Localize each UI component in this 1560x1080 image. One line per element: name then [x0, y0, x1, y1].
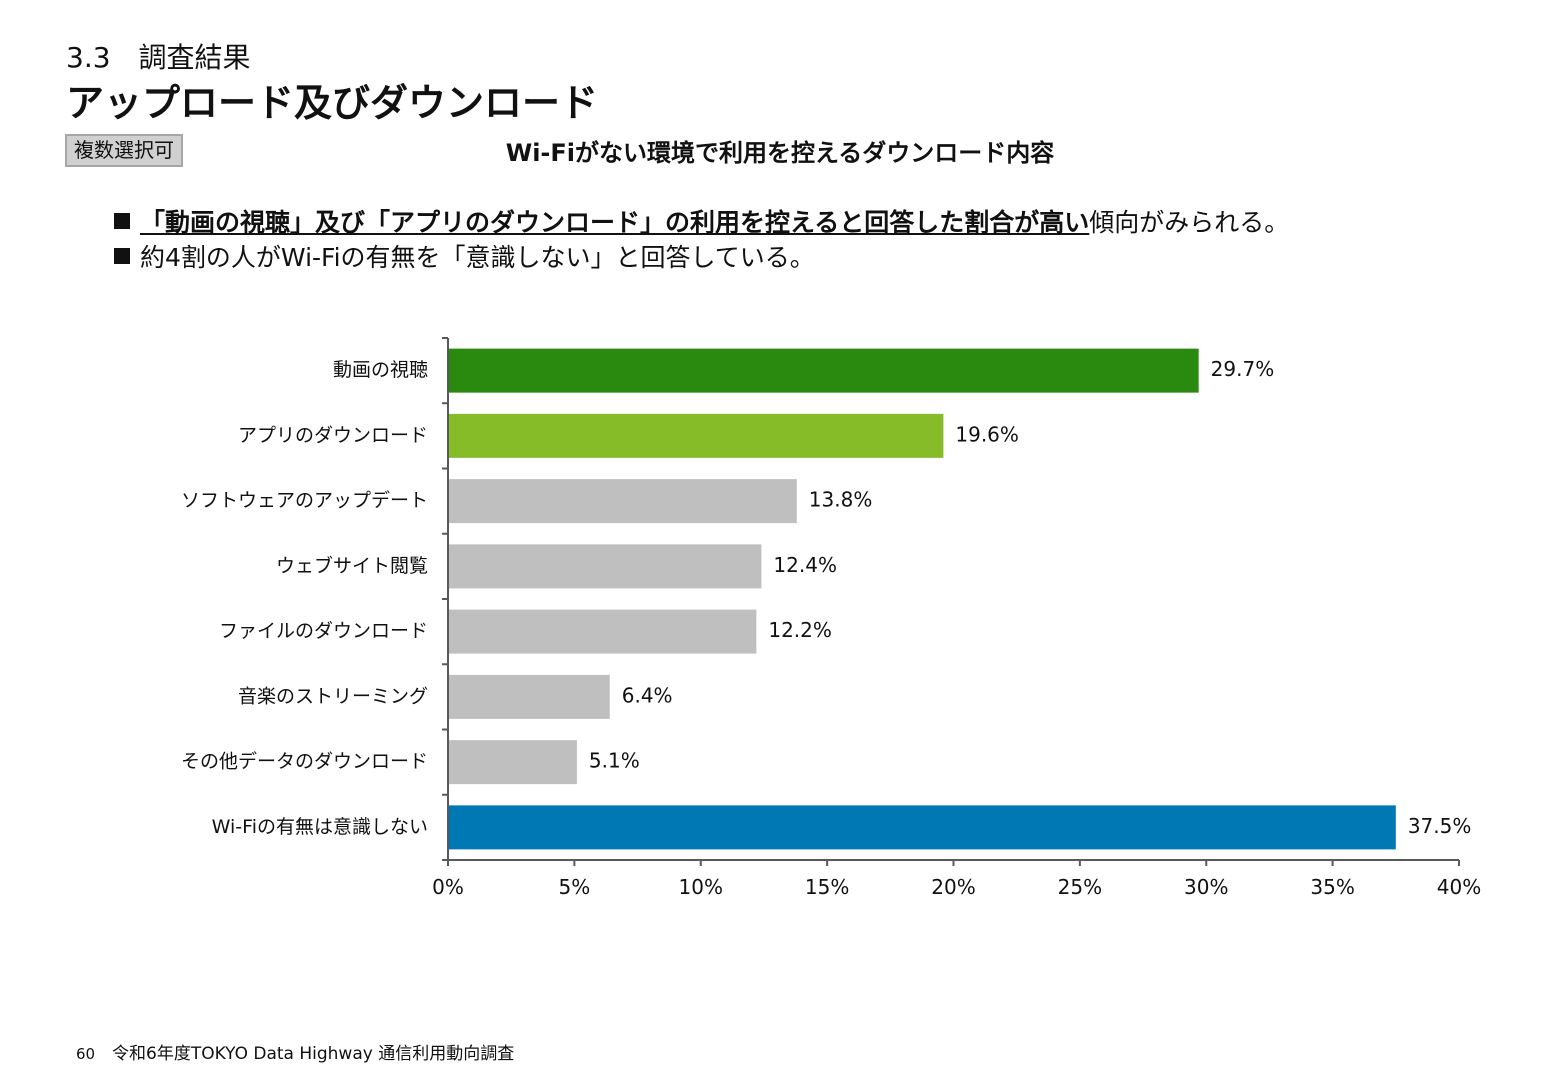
- category-label: 音楽のストリーミング: [238, 685, 428, 707]
- bullet-1-rest: 傾向がみられる。: [1089, 208, 1290, 237]
- multi-select-badge: 複数選択可: [65, 134, 183, 167]
- category-label: ファイルのダウンロード: [219, 620, 428, 642]
- chart-title: Wi-Fiがない環境で利用を控えるダウンロード内容: [505, 139, 1055, 167]
- section-heading: 3.3 調査結果: [66, 41, 251, 74]
- x-tick-label: 15%: [805, 875, 849, 899]
- value-label: 6.4%: [622, 683, 673, 707]
- category-label: Wi-Fiの有無は意識しない: [212, 816, 428, 838]
- value-label: 19.6%: [955, 422, 1019, 446]
- x-tick-label: 5%: [559, 875, 591, 899]
- x-tick-label: 0%: [432, 875, 464, 899]
- square-bullet-icon: [114, 213, 130, 229]
- bar: [448, 805, 1396, 850]
- category-label: その他データのダウンロード: [181, 751, 428, 773]
- bullet-2: 約4割の人がWi-Fiの有無を「意識しない」と回答している。: [114, 242, 815, 274]
- value-label: 29.7%: [1211, 357, 1275, 381]
- page-title: アップロード及びダウンロード: [66, 81, 599, 125]
- x-tick-label: 40%: [1437, 875, 1481, 899]
- category-label: 動画の視聴: [333, 359, 428, 381]
- value-label: 13.8%: [809, 488, 873, 512]
- x-tick-label: 10%: [679, 875, 723, 899]
- value-label: 5.1%: [589, 749, 640, 773]
- bar: [448, 674, 610, 719]
- bullet-1: 「動画の視聴」及び「アプリのダウンロード」の利用を控えると回答した割合が高い傾向…: [114, 207, 1289, 239]
- value-label: 12.2%: [768, 618, 832, 642]
- bullet-1-highlight: 「動画の視聴」及び「アプリのダウンロード」の利用を控えると回答した割合が高い: [140, 208, 1090, 237]
- footer-source: 令和6年度TOKYO Data Highway 通信利用動向調査: [112, 1044, 515, 1064]
- bar: [448, 544, 762, 589]
- square-bullet-icon: [114, 248, 130, 264]
- bar: [448, 348, 1199, 393]
- bullet-2-text: 約4割の人がWi-Fiの有無を「意識しない」と回答している。: [140, 243, 815, 272]
- x-tick-label: 30%: [1184, 875, 1228, 899]
- page-number: 60: [76, 1045, 96, 1063]
- category-label: ソフトウェアのアップデート: [181, 490, 428, 512]
- x-tick-label: 20%: [931, 875, 975, 899]
- bar: [448, 740, 577, 785]
- x-tick-label: 35%: [1310, 875, 1354, 899]
- value-label: 37.5%: [1408, 814, 1472, 838]
- category-label: アプリのダウンロード: [238, 424, 428, 446]
- x-tick-label: 25%: [1058, 875, 1102, 899]
- bar: [448, 413, 944, 458]
- bar: [448, 609, 757, 654]
- value-label: 12.4%: [773, 553, 837, 577]
- bar: [448, 479, 797, 524]
- category-label: ウェブサイト閲覧: [276, 554, 428, 577]
